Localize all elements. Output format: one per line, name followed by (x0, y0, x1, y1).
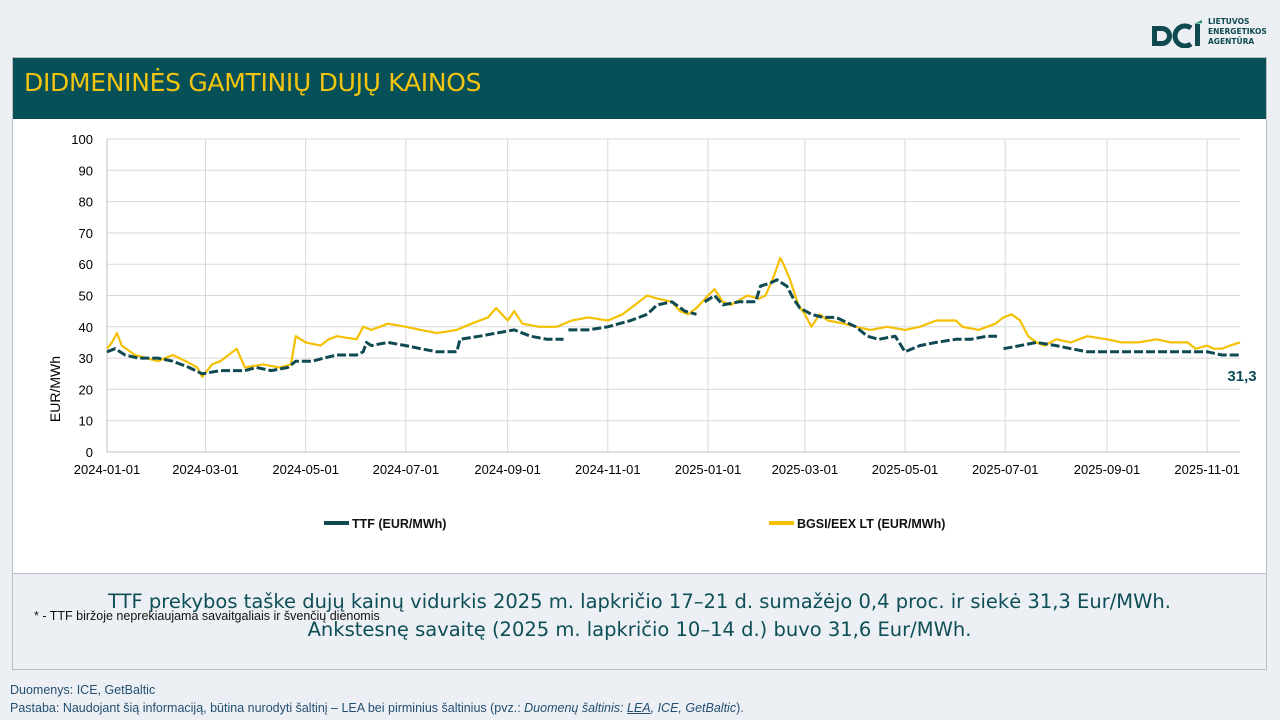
x-tick-label: 2025-11-01 (1174, 462, 1240, 477)
footer-note-suffix: ). (736, 701, 744, 715)
x-tick-label: 2024-03-01 (172, 462, 239, 477)
lea-logo: LIETUVOS ENERGETIKOS AGENTŪRA (1150, 16, 1275, 52)
series-line-ttf (106, 328, 564, 376)
x-tick-label: 2024-07-01 (373, 462, 440, 477)
summary-line-1: TTF prekybos taške dujų kainų vidurkis 2… (108, 590, 1171, 613)
chart-grid (106, 138, 1240, 453)
y-tick-label: 10 (79, 414, 93, 429)
series-line-ttf (703, 278, 997, 354)
footer-note-prefix: Pastaba: Naudojant šią informaciją, būti… (10, 701, 525, 715)
y-tick-label: 40 (79, 320, 93, 335)
series-line-bgsi (106, 256, 1241, 378)
x-tick-label: 2025-07-01 (972, 462, 1039, 477)
series-line-ttf (568, 300, 697, 332)
y-tick-label: 30 (79, 351, 93, 366)
chart-area: 0 10 20 30 40 50 60 70 80 90 100 2024-01-01 2024-03… (13, 119, 1266, 623)
chart-footnote: * - TTF biržoje neprekiaujama savaitgali… (34, 609, 380, 623)
legend-label-ttf: TTF (EUR/MWh) (352, 517, 446, 531)
y-tick-label: 20 (79, 382, 93, 397)
y-tick-label: 50 (79, 289, 93, 304)
title-bar: DIDMENINĖS GAMTINIŲ DUJŲ KAINOS (13, 58, 1266, 119)
y-tick-label: 100 (71, 132, 93, 147)
logo-wordmark: LIETUVOS ENERGETIKOS AGENTŪRA (1208, 17, 1278, 47)
summary-text: TTF prekybos taške dujų kainų vidurkis 2… (13, 588, 1266, 644)
y-tick-label: 90 (79, 163, 93, 178)
logo-line-2: ENERGETIKOS (1208, 27, 1267, 36)
x-axis-ticks: 2024-01-01 2024-03-01 2024-05-01 2024-07-01… (74, 462, 1240, 477)
series-line-ttf (1003, 340, 1240, 357)
main-panel: DIDMENINĖS GAMTINIŲ DUJŲ KAINOS 0 10 20 30 4… (12, 57, 1267, 670)
y-tick-label: 70 (79, 226, 93, 241)
y-axis-label: EUR/MWh (47, 356, 63, 422)
logo-line-3: AGENTŪRA (1208, 37, 1255, 46)
summary-line-2: Ankstesnę savaitę (2025 m. lapkričio 10–… (307, 618, 972, 641)
x-tick-label: 2024-05-01 (272, 462, 339, 477)
last-value-label: 31,3 (1227, 368, 1256, 385)
x-tick-label: 2024-11-01 (575, 462, 641, 477)
y-tick-label: 80 (79, 195, 93, 210)
x-tick-label: 2025-03-01 (772, 462, 839, 477)
x-tick-label: 2025-01-01 (675, 462, 742, 477)
legend-label-bgsi: BGSI/EEX LT (EUR/MWh) (797, 517, 945, 531)
page-title: DIDMENINĖS GAMTINIŲ DUJŲ KAINOS (24, 68, 482, 97)
series-layer (106, 256, 1241, 378)
footer: Duomenys: ICE, GetBaltic Pastaba: Naudoj… (10, 681, 744, 717)
price-chart: 0 10 20 30 40 50 60 70 80 90 100 2024-01-01 2024-03… (47, 132, 1257, 531)
footer-sources: Duomenys: ICE, GetBaltic (10, 683, 156, 697)
footer-note-sources: , ICE, GetBaltic (650, 701, 737, 715)
footer-note-italic: Duomenų šaltinis: (524, 701, 627, 715)
lea-link[interactable]: LEA (626, 701, 651, 715)
logo-line-1: LIETUVOS (1208, 17, 1250, 26)
lea-logo-icon (1152, 20, 1202, 48)
x-tick-label: 2024-09-01 (474, 462, 541, 477)
x-tick-label: 2025-05-01 (872, 462, 939, 477)
y-axis-ticks: 0 10 20 30 40 50 60 70 80 90 100 (71, 132, 93, 460)
y-tick-label: 0 (86, 445, 93, 460)
footer-note: Pastaba: Naudojant šią informaciją, būti… (10, 699, 744, 717)
y-tick-label: 60 (79, 257, 93, 272)
x-tick-label: 2024-01-01 (74, 462, 141, 477)
x-tick-label: 2025-09-01 (1074, 462, 1141, 477)
chart-legend: TTF (EUR/MWh) BGSI/EEX LT (EUR/MWh) (324, 517, 945, 531)
